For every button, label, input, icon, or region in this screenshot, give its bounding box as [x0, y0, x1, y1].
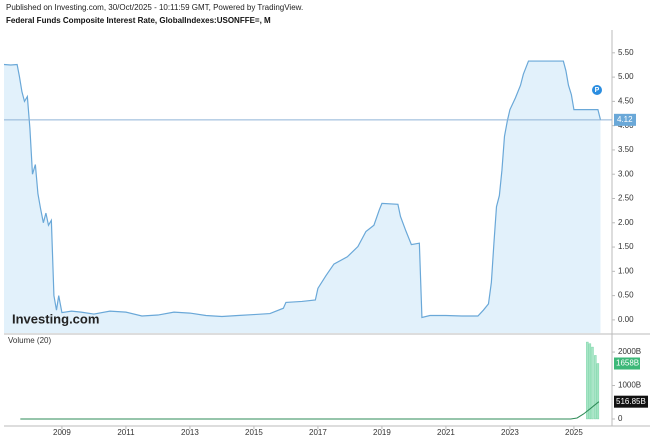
y-tick-label: 0.00	[618, 315, 634, 324]
y-tick-label: 3.00	[618, 169, 634, 178]
badge-label: P	[595, 87, 600, 94]
y-tick-label: 5.50	[618, 48, 634, 57]
x-tick-label: 2009	[53, 428, 71, 437]
y-tick-label: 0	[618, 414, 623, 423]
x-tick-label: 2013	[181, 428, 199, 437]
last-value-label: 4.12	[617, 115, 633, 124]
volume-ma-line	[20, 401, 600, 420]
x-tick-label: 2011	[117, 428, 135, 437]
y-tick-label: 0.50	[618, 291, 634, 300]
y-tick-label: 1.50	[618, 242, 634, 251]
x-tick-label: 2023	[501, 428, 519, 437]
volume-value-label: 1658B	[616, 359, 639, 368]
x-tick-label: 2019	[373, 428, 391, 437]
y-tick-label: 4.50	[618, 96, 634, 105]
y-tick-label: 2000B	[618, 347, 641, 356]
ma-value-label: 516.85B	[616, 397, 646, 406]
rate-line	[3, 60, 602, 319]
y-tick-label: 2.00	[618, 218, 634, 227]
volume-bar	[594, 355, 597, 420]
x-tick-label: 2015	[245, 428, 263, 437]
volume-bar	[586, 341, 589, 420]
area-fill	[4, 61, 601, 333]
published-note: Published on Investing.com, 30/Oct/2025 …	[6, 3, 303, 12]
ma-label-box	[614, 395, 648, 408]
volume-bar	[588, 343, 592, 420]
x-tick-label: 2017	[309, 428, 327, 437]
chart-title: Federal Funds Composite Interest Rate, G…	[6, 16, 271, 25]
volume-bar	[596, 363, 600, 420]
volume-title: Volume (20)	[8, 336, 51, 345]
x-tick-label: 2025	[565, 428, 583, 437]
y-tick-label: 1.00	[618, 266, 634, 275]
badge	[592, 85, 602, 95]
y-tick-label: 1000B	[618, 381, 641, 390]
volume-bar	[591, 346, 594, 420]
y-tick-label: 3.50	[618, 145, 634, 154]
y-tick-label: 2.50	[618, 194, 634, 203]
last-value-box	[614, 113, 636, 126]
y-tick-label: 5.00	[618, 72, 634, 81]
watermark: Investing.com	[12, 311, 99, 326]
volume-label-box	[614, 357, 640, 370]
x-tick-label: 2021	[437, 428, 455, 437]
